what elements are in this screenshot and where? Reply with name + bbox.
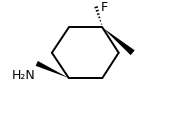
Text: H₂N: H₂N (12, 68, 36, 81)
Polygon shape (36, 61, 69, 78)
Text: F: F (101, 1, 108, 14)
Polygon shape (102, 28, 135, 56)
